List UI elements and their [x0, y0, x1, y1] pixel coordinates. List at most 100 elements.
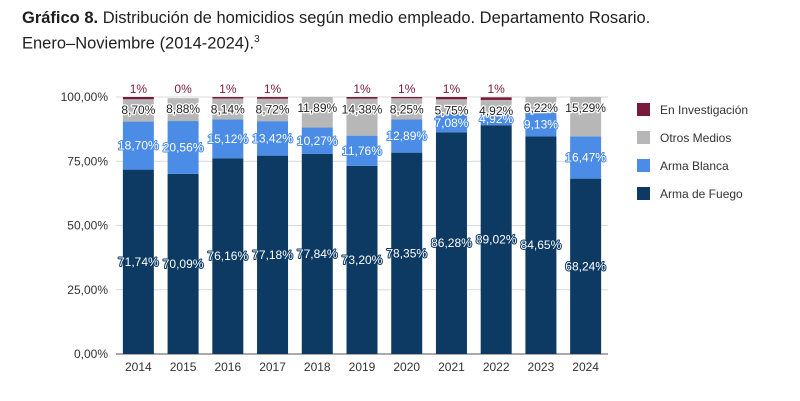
bar-segment — [480, 99, 512, 113]
legend-label: Arma Blanca — [660, 159, 729, 173]
x-tick-label: 2018 — [304, 360, 331, 374]
data-label: 84,65% — [521, 238, 562, 252]
data-label: 1% — [264, 82, 282, 96]
legend-label: Otros Medios — [660, 131, 731, 145]
bar-segment — [570, 97, 602, 137]
chart-title-line2: Enero–Noviembre (2014-2024). — [22, 34, 255, 53]
data-label: 76,16% — [207, 249, 248, 263]
bar-segment — [391, 119, 423, 153]
data-label: 4,92% — [479, 104, 513, 118]
bar-segment — [301, 153, 333, 354]
bar-segment — [435, 114, 467, 133]
bar-segment — [346, 165, 378, 354]
y-tick-label: 25,00% — [67, 283, 108, 297]
bar-segment — [212, 158, 244, 354]
data-label: 9,13% — [524, 118, 558, 132]
footnote-mark: 3 — [254, 34, 260, 45]
data-label: 89,02% — [476, 233, 517, 247]
bar-segment — [257, 155, 289, 354]
data-label: 15,12% — [207, 132, 248, 146]
bar-segment — [257, 97, 289, 99]
data-label: 8,25% — [390, 102, 424, 116]
bar-segment — [122, 99, 154, 122]
data-label: 12,89% — [386, 129, 427, 143]
data-label: 1% — [488, 82, 506, 96]
bar-segment — [167, 121, 199, 174]
y-tick-label: 100,00% — [61, 90, 109, 104]
data-label: 11,76% — [342, 144, 382, 158]
data-label: 70,09% — [163, 257, 204, 271]
x-tick-label: 2020 — [393, 360, 420, 374]
x-tick-label: 2023 — [528, 360, 555, 374]
legend-swatch — [637, 159, 650, 172]
data-label: 5,75% — [434, 103, 468, 117]
data-label: 68,24% — [565, 259, 606, 273]
data-label: 16,47% — [565, 150, 606, 164]
data-label: 14,38% — [342, 103, 383, 117]
bar-segment — [391, 152, 423, 354]
data-label: 8,70% — [121, 103, 155, 117]
data-label: 6,22% — [524, 101, 558, 115]
bar-segment — [212, 119, 244, 159]
y-tick-label: 50,00% — [67, 219, 108, 233]
data-label: 1% — [219, 82, 237, 96]
data-label: 73,20% — [342, 253, 383, 267]
data-label: 20,56% — [163, 140, 204, 154]
x-tick-label: 2021 — [438, 360, 465, 374]
bar-segment — [122, 121, 154, 170]
bar-segment — [257, 121, 289, 156]
data-label: 10,27% — [297, 134, 338, 148]
bar-segment — [212, 98, 244, 120]
data-label: 8,14% — [211, 102, 245, 116]
data-label: 1% — [130, 82, 148, 96]
data-label: 77,18% — [252, 248, 293, 262]
bar-segment — [122, 169, 154, 354]
data-label: 1% — [398, 82, 416, 96]
bar-segment — [346, 97, 378, 99]
data-label: 18,70% — [118, 139, 159, 153]
bar-segment — [212, 97, 244, 99]
x-tick-label: 2024 — [572, 360, 599, 374]
bar-segment — [257, 98, 289, 122]
bar-segment — [570, 178, 602, 354]
data-label: 1% — [353, 82, 371, 96]
data-label: 15,29% — [565, 101, 606, 115]
x-tick-label: 2014 — [125, 360, 152, 374]
data-label: 86,28% — [431, 236, 472, 250]
data-label: 7,08% — [434, 116, 468, 130]
bar-segment — [525, 97, 557, 113]
bar-segment — [301, 97, 333, 128]
bar-segment — [480, 112, 512, 126]
bar-segment — [435, 99, 467, 115]
data-label: 11,89% — [297, 101, 337, 115]
bar-segment — [480, 125, 512, 354]
data-label: 13,42% — [252, 131, 293, 145]
bar-segment — [570, 136, 602, 179]
bar-segment — [301, 127, 333, 154]
data-label: 4,92% — [479, 112, 513, 126]
legend-swatch — [637, 103, 650, 116]
bar-segment — [346, 98, 378, 136]
data-label: 8,72% — [256, 103, 290, 117]
chart-title: Gráfico 8. Distribución de homicidios se… — [22, 8, 782, 55]
legend-swatch — [637, 187, 650, 200]
bar-segment — [435, 97, 467, 100]
data-label: 0% — [174, 82, 192, 96]
bar-segment — [346, 135, 378, 166]
x-tick-label: 2019 — [349, 360, 376, 374]
bar-segment — [391, 98, 423, 120]
legend-swatch — [637, 131, 650, 144]
y-tick-label: 0,00% — [74, 347, 108, 361]
y-tick-label: 75,00% — [67, 154, 108, 168]
data-label: 8,88% — [166, 102, 200, 116]
bar-segment — [122, 97, 154, 100]
bar-segment — [435, 132, 467, 354]
chart-title-label: Gráfico 8. — [22, 9, 99, 27]
data-label: 1% — [443, 82, 461, 96]
legend-label: Arma de Fuego — [660, 187, 743, 201]
x-tick-label: 2015 — [170, 360, 197, 374]
x-tick-label: 2022 — [483, 360, 510, 374]
bar-segment — [525, 136, 557, 354]
